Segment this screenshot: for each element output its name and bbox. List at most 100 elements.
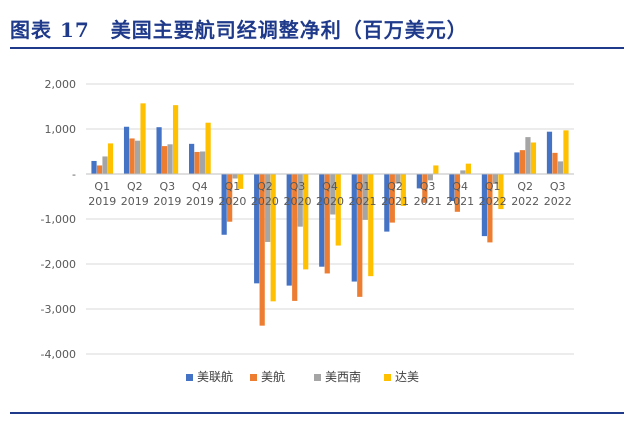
bar [303, 174, 309, 270]
x-tick-label: Q4 [192, 180, 208, 193]
bar [221, 174, 227, 235]
x-tick-label: 2021 [446, 195, 474, 208]
y-tick-label: -1,000 [41, 213, 76, 226]
bar-chart: 2,000 1,000 - -1,000 -2,000 -3,000 -4,000 Q1 201… [41, 78, 574, 384]
bar [362, 174, 368, 220]
bar [232, 174, 238, 179]
bar [416, 174, 422, 189]
figure-title: 图表 17 美国主要航司经调整净利（百万美元） [10, 18, 468, 42]
x-tick-label: 2019 [88, 195, 116, 208]
x-tick-label: Q4 [322, 180, 338, 193]
bar [546, 131, 553, 174]
y-tick-label: -4,000 [41, 348, 76, 361]
bar [167, 144, 173, 174]
bar [259, 174, 265, 326]
x-tick-label: 2020 [316, 195, 344, 208]
y-tick-label: - [72, 168, 76, 181]
bar [487, 174, 493, 243]
x-tick-label: 2022 [511, 195, 539, 208]
bar [189, 143, 195, 174]
legend-label: 美联航 [197, 369, 233, 384]
x-tick-label: Q3 [290, 180, 306, 193]
y-tick-label: 1,000 [45, 123, 77, 136]
bar [156, 127, 162, 174]
bar [427, 174, 433, 181]
x-tick-label: 2021 [414, 195, 442, 208]
bar [433, 165, 439, 174]
x-tick-label: Q2 [387, 180, 403, 193]
x-tick-label: Q1 [94, 180, 110, 193]
bottom-divider [10, 412, 624, 414]
x-tick-label: Q2 [127, 180, 143, 193]
bars-layer [91, 103, 569, 326]
bar [563, 130, 569, 174]
bar [297, 174, 303, 227]
bar [460, 170, 466, 174]
bar [395, 174, 401, 184]
bar [286, 174, 292, 286]
bar [270, 174, 276, 302]
bar [205, 122, 211, 174]
bar [498, 174, 504, 210]
bar [465, 163, 471, 174]
x-tick-label: 2022 [544, 195, 572, 208]
bar [389, 174, 395, 223]
bar [292, 174, 298, 301]
bar [324, 174, 330, 274]
x-tick-label: 2020 [283, 195, 311, 208]
x-tick-label: Q1 [485, 180, 501, 193]
legend-swatch [250, 374, 257, 381]
x-tick-label: Q3 [550, 180, 566, 193]
bar [96, 165, 103, 174]
bar [238, 174, 244, 189]
bar [172, 105, 179, 174]
bar [514, 152, 520, 174]
bar [227, 174, 233, 222]
title-divider [10, 47, 624, 49]
y-tick-label: -2,000 [41, 258, 76, 271]
bar [254, 174, 260, 284]
bar [519, 150, 526, 174]
y-tick-label: -3,000 [41, 303, 76, 316]
x-tick-label: 2020 [251, 195, 279, 208]
x-tick-label: Q2 [517, 180, 533, 193]
bar [357, 174, 363, 297]
legend-label: 美西南 [325, 369, 361, 384]
bar [161, 146, 168, 174]
bar [200, 151, 206, 174]
x-tick-label: Q1 [225, 180, 241, 193]
legend-swatch [314, 374, 321, 381]
x-tick-label: 2019 [186, 195, 214, 208]
legend-swatch [186, 374, 193, 381]
x-tick-label: 2020 [218, 195, 246, 208]
bar [400, 174, 406, 206]
bar [335, 174, 341, 246]
bar [134, 140, 141, 174]
bar [449, 174, 455, 201]
x-tick-label: Q3 [159, 180, 175, 193]
bar [454, 174, 460, 212]
x-tick-label: Q1 [355, 180, 371, 193]
bar [140, 103, 146, 174]
bar [492, 174, 499, 184]
bar [319, 174, 325, 267]
bar [107, 143, 114, 174]
x-tick-label: 2019 [153, 195, 181, 208]
bar [557, 161, 564, 174]
bar [351, 174, 357, 282]
bar [129, 138, 135, 174]
x-tick-label: 2019 [121, 195, 149, 208]
x-tick-label: 2022 [479, 195, 507, 208]
x-tick-label: Q4 [452, 180, 468, 193]
bar [123, 126, 130, 174]
bar [384, 174, 390, 232]
bar [422, 174, 428, 203]
legend-label: 美航 [261, 369, 285, 384]
bar [265, 174, 271, 242]
bar [91, 160, 97, 174]
y-tick-label: 2,000 [45, 78, 77, 91]
x-tick-label: 2021 [381, 195, 409, 208]
legend-swatch [384, 374, 391, 381]
bar [330, 174, 336, 215]
figure-header: 图表 17 美国主要航司经调整净利（百万美元） [0, 0, 636, 52]
